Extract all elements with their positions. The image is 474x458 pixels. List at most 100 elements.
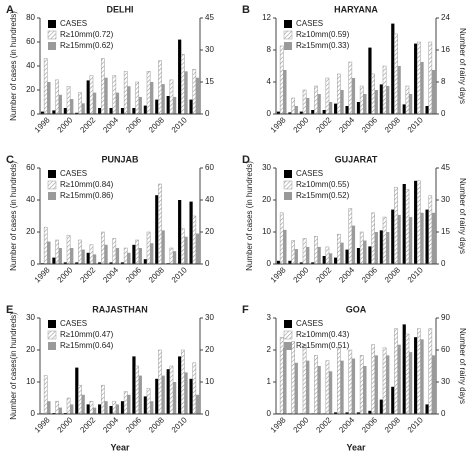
bar <box>345 249 349 264</box>
bar <box>112 238 117 265</box>
bar <box>374 355 378 414</box>
bar <box>425 209 429 264</box>
bar <box>337 73 341 115</box>
bar <box>414 180 418 264</box>
legend-swatch <box>47 330 57 340</box>
plot-frame <box>275 168 437 265</box>
y-axis-label: Number of cases (in hundreds) <box>9 11 18 121</box>
bar <box>132 108 136 114</box>
y2-tick-label: 45 <box>205 13 214 22</box>
legend-label: R≥15mm(0.86) <box>60 191 114 200</box>
bar <box>359 355 364 415</box>
bar <box>161 230 165 264</box>
bar <box>150 243 154 264</box>
bar <box>101 384 105 415</box>
y-axis-label: Number of cases (in hundreds) <box>9 161 18 271</box>
bar <box>288 112 292 114</box>
x-tick-label: 1998 <box>269 415 288 434</box>
bar <box>98 262 102 264</box>
bar <box>109 406 113 414</box>
x-tick-label: 2008 <box>383 265 402 284</box>
bar <box>101 58 105 115</box>
bar <box>166 369 170 414</box>
y2-axis-label: Number of rainy days <box>458 178 467 254</box>
bar <box>63 108 67 114</box>
bar <box>391 209 395 264</box>
bar <box>397 66 401 114</box>
bar <box>189 378 193 414</box>
bar <box>192 362 197 415</box>
bar <box>123 71 128 115</box>
bar <box>425 106 429 114</box>
bar <box>371 212 375 265</box>
x-tick-label: 2010 <box>406 415 425 434</box>
bar <box>348 61 353 115</box>
bar <box>337 347 341 415</box>
bar <box>173 251 177 264</box>
bar <box>40 111 45 114</box>
bar <box>345 412 349 414</box>
bar <box>374 90 378 114</box>
bar <box>371 344 375 415</box>
bar <box>143 259 147 264</box>
bar <box>52 257 56 264</box>
plot-frame <box>275 318 437 415</box>
bar <box>184 372 188 414</box>
legend-label: R≥15mm(0.52) <box>296 191 350 200</box>
legend-label: R≥10mm(0.43) <box>296 330 350 339</box>
bar <box>112 400 117 415</box>
bar <box>345 106 349 114</box>
legend-swatch <box>48 42 56 50</box>
bar <box>391 23 395 115</box>
y2-tick-label: 30 <box>205 313 214 322</box>
bar <box>409 94 413 114</box>
bar <box>146 71 151 115</box>
panel-title: GUJARAT <box>335 154 378 164</box>
bar <box>138 248 142 264</box>
bar <box>291 240 295 265</box>
legend-swatch <box>47 30 57 40</box>
y2-tick-label: 45 <box>441 163 450 172</box>
bar <box>55 239 59 265</box>
bar <box>81 394 85 414</box>
bar <box>386 355 390 414</box>
y-tick-label: 20 <box>262 195 271 204</box>
bar <box>81 103 85 114</box>
bar <box>75 112 79 114</box>
bar <box>115 92 120 114</box>
bar <box>431 70 436 114</box>
bar <box>195 233 200 264</box>
x-tick-label: 2008 <box>383 415 402 434</box>
legend-label: CASES <box>60 319 87 328</box>
legend-label: CASES <box>60 169 87 178</box>
panel-title: HARYANA <box>334 4 378 14</box>
panel-title: DELHI <box>107 4 134 14</box>
bar <box>70 248 74 264</box>
bar <box>386 86 390 114</box>
bar <box>173 96 177 114</box>
y-tick-label: 8 <box>267 45 272 54</box>
x-tick-label: 2008 <box>383 115 402 134</box>
bar <box>334 412 338 414</box>
bar <box>368 410 372 414</box>
x-tick-label: 2002 <box>314 115 333 134</box>
y-tick-label: 2 <box>267 345 272 354</box>
bar <box>93 92 97 114</box>
bar <box>127 252 131 264</box>
bar <box>178 200 182 264</box>
bar <box>104 77 108 114</box>
bar <box>428 328 433 415</box>
bar <box>382 347 387 415</box>
panel-letter: B <box>242 4 250 16</box>
bar <box>397 344 401 414</box>
x-tick-label: 2006 <box>360 115 379 134</box>
bar <box>47 401 51 414</box>
bar <box>146 388 151 415</box>
bar <box>155 195 159 264</box>
y2-tick-label: 15 <box>441 227 450 236</box>
bar <box>314 85 318 115</box>
bar <box>288 260 292 264</box>
x-tick-label: 2006 <box>124 265 143 284</box>
bar <box>279 336 284 415</box>
bar <box>63 262 67 264</box>
